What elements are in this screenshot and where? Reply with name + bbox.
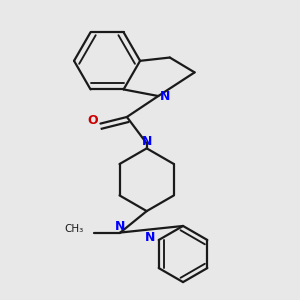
Text: O: O [87, 114, 98, 127]
Text: N: N [145, 231, 156, 244]
Text: N: N [160, 89, 170, 103]
Text: N: N [142, 135, 152, 148]
Text: CH₃: CH₃ [65, 224, 84, 234]
Text: N: N [115, 220, 125, 233]
